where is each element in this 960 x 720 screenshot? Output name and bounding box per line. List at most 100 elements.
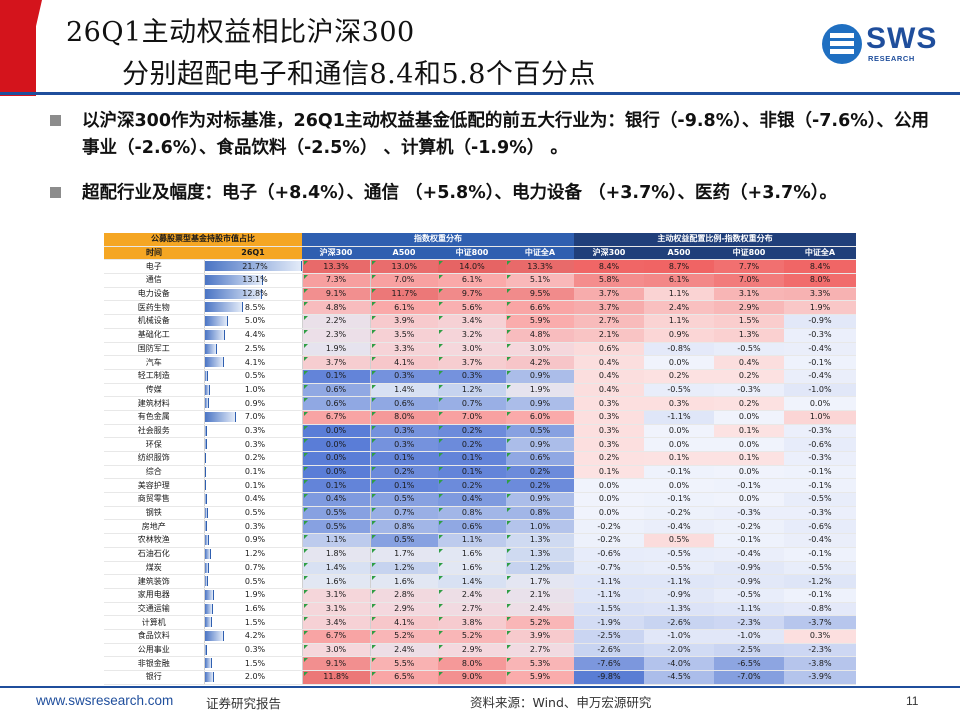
fund-share-bar xyxy=(204,644,207,655)
overweight-cell: 0.0% xyxy=(644,437,714,452)
index-weight-cell: 0.7% xyxy=(438,396,506,411)
cell-flag-icon xyxy=(303,507,308,512)
table-row: 国防军工 2.5% 1.9% 3.3% 3.0% 3.0% 0.6% -0.8% -0.5% -0… xyxy=(104,342,857,357)
overweight-cell: -0.3% xyxy=(784,506,857,521)
overweight-cell: 0.9% xyxy=(644,328,714,343)
index-weight-value: 3.1% xyxy=(325,590,347,600)
fund-share-cell: 1.5% xyxy=(204,615,303,630)
index-weight-value: 0.1% xyxy=(461,453,483,463)
index-weight-cell: 3.0% xyxy=(302,643,371,658)
overweight-cell: -0.6% xyxy=(784,437,857,452)
overweight-cell: 5.8% xyxy=(574,273,644,288)
overweight-cell: -0.6% xyxy=(574,547,644,562)
index-weight-value: 0.7% xyxy=(394,508,415,518)
table-row: 综合 0.1% 0.0% 0.2% 0.1% 0.2% 0.1% -0.1% 0.0% -0.1% xyxy=(104,465,857,480)
group-header: 主动权益配置比例-指数权重分布 xyxy=(574,233,857,247)
cell-flag-icon xyxy=(303,275,308,280)
index-weight-cell: 3.2% xyxy=(438,328,506,343)
cell-flag-icon xyxy=(439,589,443,594)
overweight-cell: -0.4% xyxy=(644,519,714,535)
industry-cell: 房地产 xyxy=(104,519,205,535)
fund-share-value: 13.1% xyxy=(242,275,268,285)
fund-share-value: 1.2% xyxy=(244,549,266,559)
index-weight-value: 4.1% xyxy=(394,617,415,627)
cell-flag-icon xyxy=(507,384,511,389)
cell-flag-icon xyxy=(371,603,376,608)
overweight-cell: 3.1% xyxy=(714,287,784,302)
cell-flag-icon xyxy=(439,288,443,293)
cell-flag-icon xyxy=(507,329,511,334)
overweight-cell: 0.4% xyxy=(574,369,644,384)
cell-flag-icon xyxy=(371,316,376,321)
cell-flag-icon xyxy=(371,466,376,471)
index-weight-cell: 1.6% xyxy=(438,547,506,562)
index-weight-cell: 0.5% xyxy=(506,424,574,439)
index-weight-cell: 5.3% xyxy=(506,656,574,671)
cell-flag-icon xyxy=(371,384,376,389)
index-weight-cell: 0.8% xyxy=(438,506,506,521)
fund-share-cell: 5.0% xyxy=(204,314,303,329)
fund-share-bar xyxy=(204,576,208,587)
fund-share-cell: 0.1% xyxy=(204,465,303,480)
index-weight-value: 0.5% xyxy=(394,535,415,545)
index-weight-cell: 0.8% xyxy=(370,519,438,535)
index-weight-value: 9.0% xyxy=(461,672,483,682)
table-row: 电子 21.7% 13.3% 13.0% 14.0% 13.3% 8.4% 8.7% 7.7% 8… xyxy=(104,259,857,275)
industry-cell: 煤炭 xyxy=(104,561,205,576)
cell-flag-icon xyxy=(303,672,308,676)
overweight-cell: -1.1% xyxy=(574,574,644,589)
index-weight-cell: 0.2% xyxy=(370,465,438,480)
cell-flag-icon xyxy=(507,316,511,321)
overweight-cell: 0.3% xyxy=(784,629,857,644)
index-weight-cell: 11.8% xyxy=(302,670,371,685)
index-weight-cell: 0.5% xyxy=(370,492,438,507)
fund-share-bar xyxy=(204,329,225,340)
cell-flag-icon xyxy=(303,617,308,622)
cell-flag-icon xyxy=(303,425,308,430)
bullet-underweight: 以沪深300作为对标基准，26Q1主动权益基金低配的前五大行业为：银行（-9.8… xyxy=(50,108,930,164)
index-weight-cell: 3.4% xyxy=(302,615,371,630)
overweight-cell: -0.3% xyxy=(714,383,784,398)
index-weight-value: 5.1% xyxy=(529,275,551,285)
index-weight-value: 1.2% xyxy=(529,562,551,572)
cell-flag-icon xyxy=(439,494,443,499)
fund-share-value: 5.0% xyxy=(244,316,266,326)
overweight-cell: 8.7% xyxy=(644,259,714,275)
cell-flag-icon xyxy=(303,439,308,444)
index-weight-value: 1.2% xyxy=(394,562,415,572)
column-header: 沪深300 xyxy=(574,246,644,261)
cell-flag-icon xyxy=(371,617,376,622)
fund-share-cell: 0.3% xyxy=(204,424,303,439)
cell-flag-icon xyxy=(303,644,308,649)
cell-flag-icon xyxy=(303,562,308,567)
index-weight-cell: 0.5% xyxy=(302,506,371,521)
slide-title-line1: 26Q1主动权益相比沪深300 xyxy=(66,17,415,48)
industry-cell: 环保 xyxy=(104,437,205,452)
table-row: 家用电器 1.9% 3.1% 2.8% 2.4% 2.1% -1.1% -0.9% -0.5% -… xyxy=(104,588,857,603)
industry-cell: 传媒 xyxy=(104,383,205,398)
fund-share-bar xyxy=(204,425,207,436)
index-weight-value: 0.5% xyxy=(325,508,347,518)
industry-cell: 非银金融 xyxy=(104,656,205,671)
cell-flag-icon xyxy=(439,411,443,416)
index-weight-value: 2.7% xyxy=(461,603,483,613)
table-row: 医药生物 8.5% 4.8% 6.1% 5.6% 6.6% 3.7% 2.4% 2.9% 1.9% xyxy=(104,300,857,316)
table-row: 公用事业 0.3% 3.0% 2.4% 2.9% 2.7% -2.6% -2.0% -2.5% -… xyxy=(104,643,857,658)
column-header: 中证800 xyxy=(438,246,506,261)
overweight-cell: 0.0% xyxy=(784,396,857,411)
logo-text: SWS xyxy=(866,22,938,55)
fund-share-cell: 7.0% xyxy=(204,410,303,425)
footer-website-link[interactable]: www.swsresearch.com xyxy=(36,693,174,708)
fund-share-cell: 2.0% xyxy=(204,670,303,685)
index-weight-cell: 1.7% xyxy=(506,574,574,589)
industry-cell: 家用电器 xyxy=(104,588,205,603)
fund-share-value: 0.9% xyxy=(244,398,266,408)
cell-flag-icon xyxy=(303,535,308,540)
cell-flag-icon xyxy=(439,316,443,321)
overweight-cell: 0.0% xyxy=(644,424,714,439)
cell-flag-icon xyxy=(439,576,443,581)
index-weight-cell: 1.1% xyxy=(302,533,371,548)
index-weight-value: 0.1% xyxy=(394,480,415,490)
overweight-cell: -0.2% xyxy=(714,519,784,535)
bullet-square-icon xyxy=(50,115,61,126)
